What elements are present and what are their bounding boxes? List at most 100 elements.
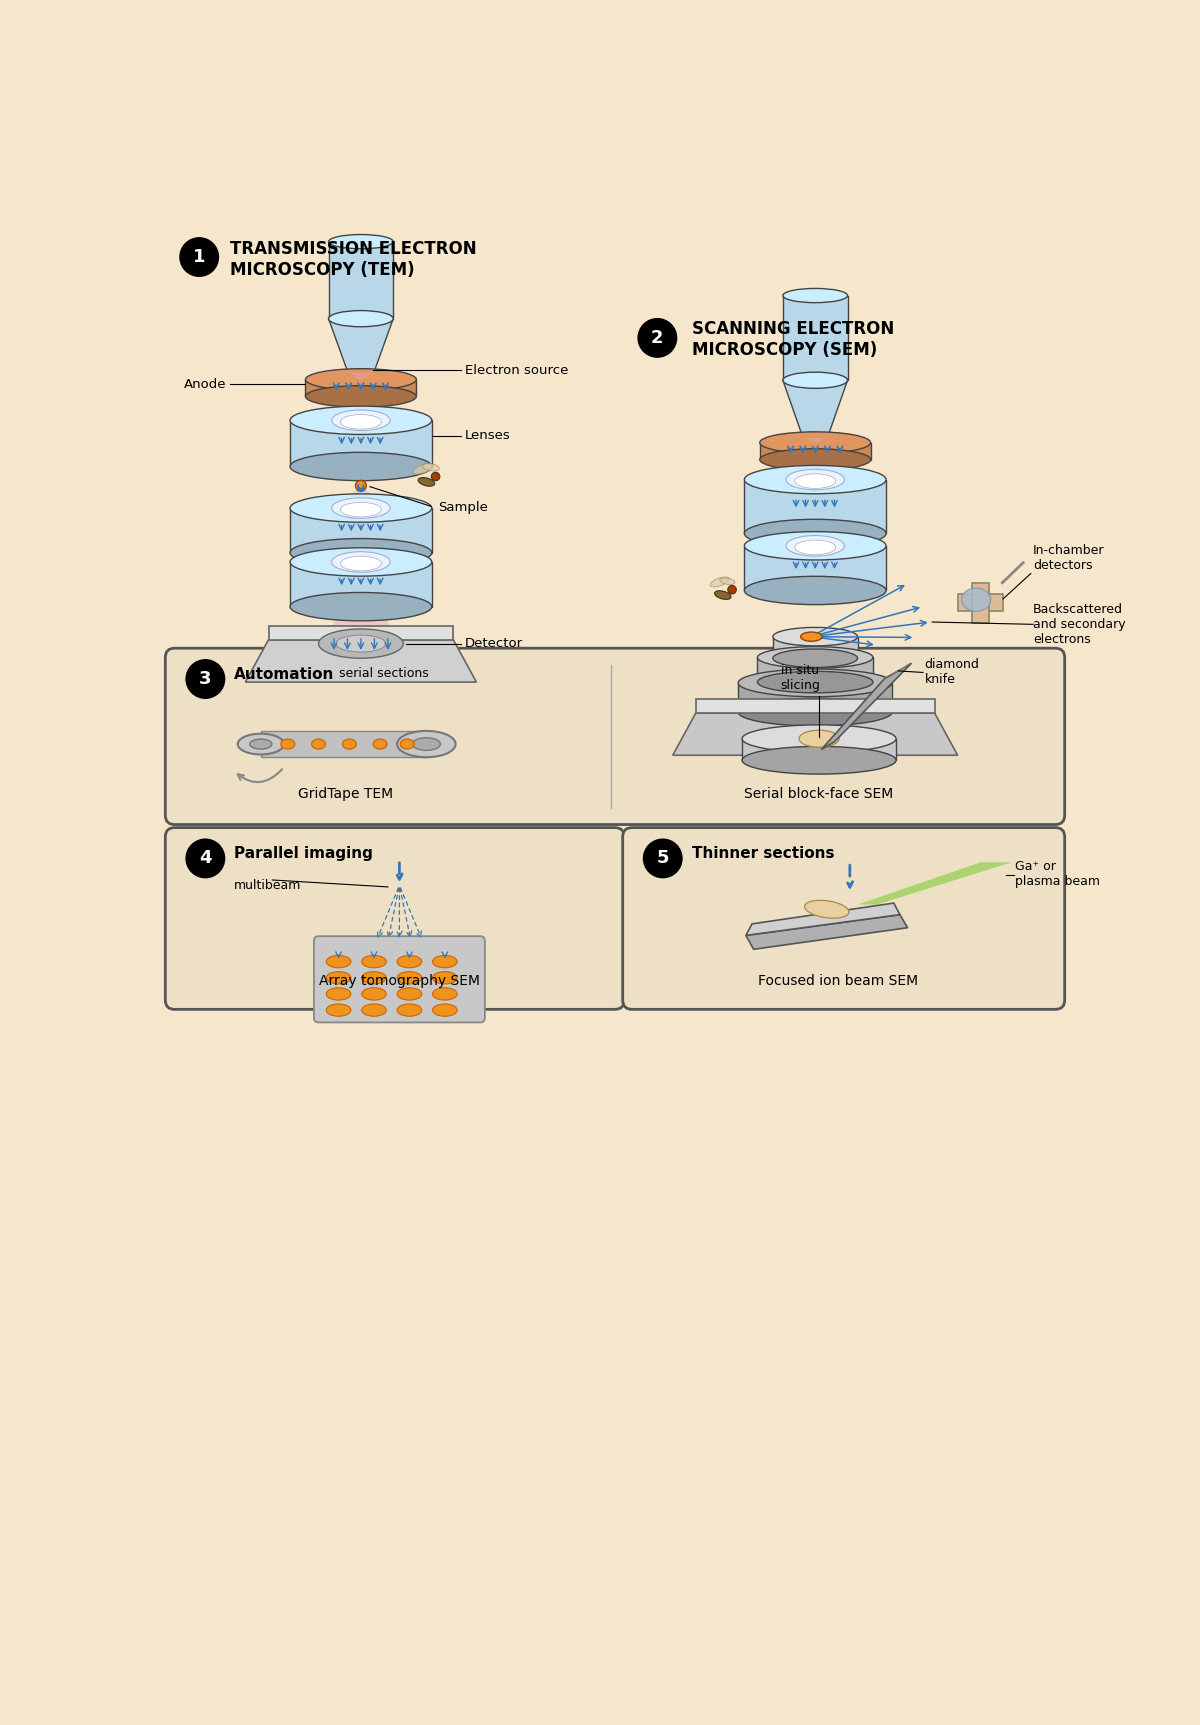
Ellipse shape	[397, 1004, 421, 1016]
Ellipse shape	[329, 235, 394, 248]
Ellipse shape	[744, 531, 886, 561]
Ellipse shape	[744, 576, 886, 605]
Text: Automation: Automation	[234, 666, 335, 681]
Ellipse shape	[331, 552, 390, 573]
Ellipse shape	[290, 592, 432, 621]
Ellipse shape	[342, 738, 356, 749]
FancyBboxPatch shape	[166, 828, 624, 1009]
Ellipse shape	[397, 956, 421, 968]
Ellipse shape	[326, 988, 350, 1000]
Text: SCANNING ELECTRON
MICROSCOPY (SEM): SCANNING ELECTRON MICROSCOPY (SEM)	[692, 321, 894, 359]
Polygon shape	[787, 459, 842, 476]
Bar	[744, 545, 886, 590]
Ellipse shape	[250, 738, 272, 749]
Polygon shape	[821, 662, 912, 749]
Bar	[972, 583, 989, 623]
Ellipse shape	[326, 956, 350, 968]
Text: Anode: Anode	[184, 378, 226, 390]
Ellipse shape	[290, 538, 432, 568]
Ellipse shape	[714, 590, 731, 599]
Polygon shape	[336, 488, 385, 504]
Text: Lenses: Lenses	[464, 430, 511, 442]
Text: GridTape TEM: GridTape TEM	[298, 787, 394, 802]
Ellipse shape	[331, 411, 390, 431]
Ellipse shape	[738, 699, 892, 726]
Ellipse shape	[290, 405, 432, 435]
Text: Backscattered
and secondary
electrons: Backscattered and secondary electrons	[1033, 602, 1126, 645]
Bar	[760, 443, 871, 459]
Text: In-chamber
detectors: In-chamber detectors	[1033, 543, 1105, 573]
Ellipse shape	[744, 519, 886, 547]
Polygon shape	[746, 904, 900, 935]
Ellipse shape	[341, 555, 382, 571]
Text: TRANSMISSION ELECTRON
MICROSCOPY (TEM): TRANSMISSION ELECTRON MICROSCOPY (TEM)	[230, 240, 476, 279]
Circle shape	[732, 586, 737, 590]
Text: 1: 1	[193, 248, 205, 266]
Ellipse shape	[326, 971, 350, 983]
Ellipse shape	[400, 738, 414, 749]
Text: serial sections: serial sections	[340, 666, 428, 680]
Polygon shape	[858, 862, 1012, 904]
Ellipse shape	[397, 731, 456, 757]
Ellipse shape	[329, 312, 394, 326]
FancyBboxPatch shape	[623, 828, 1064, 1009]
Ellipse shape	[786, 535, 845, 555]
Text: in situ
slicing: in situ slicing	[780, 664, 820, 692]
Polygon shape	[336, 552, 385, 559]
Ellipse shape	[290, 452, 432, 481]
Bar	[290, 562, 432, 607]
Text: Parallel imaging: Parallel imaging	[234, 845, 373, 861]
Ellipse shape	[786, 469, 845, 490]
Text: Detector: Detector	[464, 637, 523, 650]
Ellipse shape	[361, 1004, 386, 1016]
Ellipse shape	[331, 499, 390, 518]
Polygon shape	[329, 319, 394, 376]
Ellipse shape	[744, 466, 886, 493]
Ellipse shape	[760, 448, 871, 471]
Ellipse shape	[720, 578, 736, 585]
Ellipse shape	[361, 971, 386, 983]
Ellipse shape	[757, 671, 872, 693]
Circle shape	[643, 838, 682, 878]
Polygon shape	[260, 731, 426, 757]
Text: multibeam: multibeam	[234, 880, 301, 892]
Ellipse shape	[804, 438, 826, 445]
Text: Sample: Sample	[438, 500, 487, 514]
Text: 4: 4	[199, 849, 211, 868]
Polygon shape	[792, 590, 839, 600]
Ellipse shape	[794, 474, 835, 488]
Text: 2: 2	[652, 329, 664, 347]
Circle shape	[186, 659, 224, 699]
Text: Array tomography SEM: Array tomography SEM	[319, 975, 480, 988]
Ellipse shape	[413, 738, 440, 750]
Ellipse shape	[794, 540, 835, 555]
Ellipse shape	[341, 502, 382, 518]
Bar	[744, 480, 886, 533]
Bar	[742, 738, 896, 761]
Text: Focused ion beam SEM: Focused ion beam SEM	[758, 975, 918, 988]
Ellipse shape	[329, 310, 394, 326]
Ellipse shape	[757, 647, 872, 668]
Ellipse shape	[782, 373, 847, 388]
Circle shape	[186, 838, 224, 878]
FancyBboxPatch shape	[166, 649, 1064, 825]
Polygon shape	[805, 438, 826, 443]
Circle shape	[355, 480, 366, 492]
Ellipse shape	[341, 414, 382, 430]
Ellipse shape	[432, 1004, 457, 1016]
Ellipse shape	[799, 730, 839, 747]
Ellipse shape	[397, 988, 421, 1000]
Ellipse shape	[312, 738, 325, 749]
Ellipse shape	[760, 431, 871, 454]
Bar	[290, 421, 432, 466]
Text: Thinner sections: Thinner sections	[692, 845, 834, 861]
Polygon shape	[340, 466, 383, 483]
Polygon shape	[246, 640, 476, 681]
Ellipse shape	[306, 369, 416, 390]
Ellipse shape	[290, 493, 432, 523]
Circle shape	[638, 319, 677, 357]
Polygon shape	[334, 397, 389, 416]
Circle shape	[436, 473, 440, 476]
Bar	[738, 683, 892, 712]
Ellipse shape	[800, 631, 822, 642]
